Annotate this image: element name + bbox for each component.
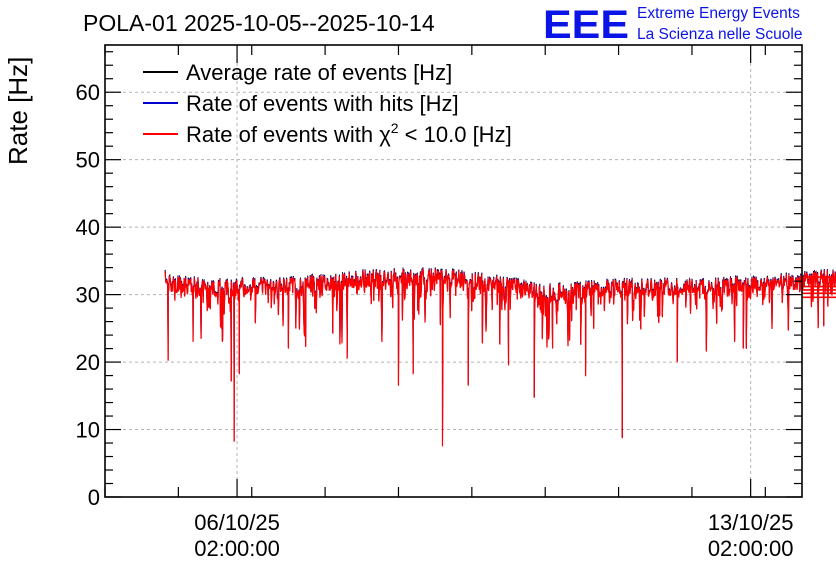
series-chi2-rate <box>164 268 836 447</box>
x-tick-label-time: 02:00:00 <box>708 536 794 561</box>
legend-label-hits: Rate of events with hits [Hz] <box>186 91 459 116</box>
y-tick-labels: 0 10 20 30 40 50 60 <box>76 80 100 510</box>
logo-line-1: Extreme Energy Events <box>637 5 800 22</box>
y-tick-label: 30 <box>76 283 100 308</box>
y-tick-label: 60 <box>76 80 100 105</box>
x-tick-label-time: 02:00:00 <box>194 536 280 561</box>
y-tick-label: 50 <box>76 148 100 173</box>
y-tick-label: 0 <box>88 485 100 510</box>
series-group <box>164 267 836 447</box>
y-tick-label: 40 <box>76 215 100 240</box>
legend-label-average: Average rate of events [Hz] <box>186 60 452 85</box>
logo-line-2: La Scienza nelle Scuole <box>637 26 802 43</box>
grid-lines <box>105 45 802 497</box>
y-tick-label: 20 <box>76 350 100 375</box>
x-tick-label-date: 06/10/25 <box>194 510 280 535</box>
axis-ticks <box>104 45 802 498</box>
y-axis-label: Rate [Hz] <box>3 57 33 165</box>
legend-label-chi2: Rate of events with χ2 < 10.0 [Hz] <box>186 120 512 147</box>
chart-title: POLA-01 2025-10-05--2025-10-14 <box>83 10 435 36</box>
x-tick-label-date: 13/10/25 <box>708 510 794 535</box>
y-tick-label: 10 <box>76 418 100 443</box>
plot-frame <box>104 44 803 498</box>
eee-logo: EEE <box>543 3 629 47</box>
legend: Average rate of events [Hz] Rate of even… <box>143 60 512 147</box>
